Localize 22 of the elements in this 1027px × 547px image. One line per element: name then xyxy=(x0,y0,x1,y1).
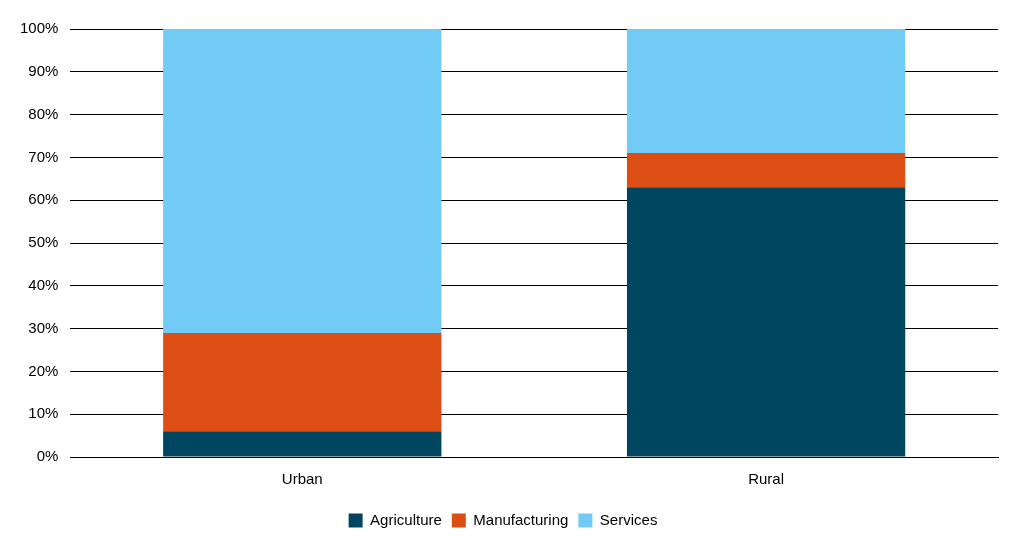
y-tick-label: 20% xyxy=(28,361,59,379)
bar xyxy=(163,431,442,457)
y-tick-label: 50% xyxy=(28,233,59,251)
y-tick-label: 90% xyxy=(28,61,59,79)
y-tick-label: 70% xyxy=(28,147,59,165)
legend-label: Services xyxy=(599,510,658,528)
y-tick-label: 30% xyxy=(28,318,59,336)
bar xyxy=(626,187,906,457)
y-tick-label: 60% xyxy=(28,190,59,208)
y-tick-label: 40% xyxy=(28,275,59,293)
x-tick-label: Urban xyxy=(281,470,323,488)
legend-label: Agriculture xyxy=(370,510,442,528)
bar xyxy=(163,332,442,432)
x-tick-label: Rural xyxy=(748,470,785,488)
y-tick-label: 100% xyxy=(19,19,59,37)
bar xyxy=(626,153,906,188)
y-tick-label: 80% xyxy=(28,104,59,122)
y-tick-label: 0% xyxy=(36,447,59,465)
y-tick-label: 10% xyxy=(28,404,59,422)
bar xyxy=(163,29,442,333)
bar xyxy=(626,29,906,154)
legend-label: Manufacturing xyxy=(473,510,569,528)
